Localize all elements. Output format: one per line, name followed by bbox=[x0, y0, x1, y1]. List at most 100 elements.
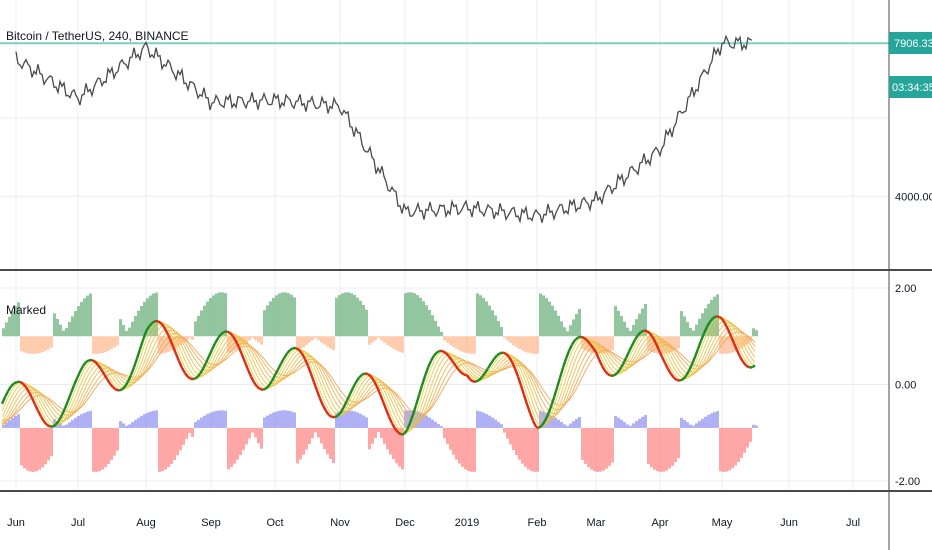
oscillator-segment bbox=[328, 414, 333, 419]
neg-histogram-bar bbox=[650, 336, 653, 352]
neg-histogram-bar bbox=[737, 336, 740, 350]
red-histogram-bar bbox=[668, 427, 671, 469]
blue-histogram-bar bbox=[566, 425, 569, 428]
x-tick-label: Dec bbox=[395, 517, 415, 529]
neg-histogram-bar bbox=[110, 336, 113, 350]
oscillator-segment bbox=[321, 404, 328, 412]
red-histogram-bar bbox=[659, 427, 662, 472]
oscillator-segment bbox=[390, 422, 397, 430]
neg-histogram-bar bbox=[530, 336, 533, 354]
pos-histogram-bar bbox=[689, 327, 692, 337]
blue-histogram-bar bbox=[197, 419, 200, 428]
pos-histogram-bar bbox=[338, 295, 341, 337]
blue-histogram-bar bbox=[278, 410, 281, 428]
red-histogram-bar bbox=[332, 427, 335, 464]
oscillator-segment bbox=[273, 368, 280, 376]
oscillator-segment bbox=[604, 370, 609, 376]
neg-histogram-bar bbox=[740, 336, 743, 349]
red-histogram-bar bbox=[746, 427, 749, 448]
blue-histogram-bar bbox=[716, 411, 719, 428]
oscillator-segment bbox=[618, 363, 625, 370]
red-histogram-bar bbox=[239, 427, 242, 456]
red-histogram-bar bbox=[26, 427, 29, 471]
blue-histogram-bar bbox=[572, 421, 575, 428]
pos-histogram-bar bbox=[89, 293, 92, 337]
oscillator-segment bbox=[616, 368, 621, 374]
osc-tick-label: -2.00 bbox=[895, 476, 920, 488]
blue-histogram-bar bbox=[11, 417, 14, 428]
oscillator-segment bbox=[234, 340, 241, 349]
blue-histogram-bar bbox=[71, 419, 74, 428]
red-histogram-bar bbox=[743, 427, 746, 453]
oscillator-segment bbox=[469, 378, 474, 383]
x-tick-label: Aug bbox=[136, 517, 156, 529]
oscillator-segment bbox=[151, 320, 156, 325]
blue-histogram-bar bbox=[341, 410, 344, 428]
pos-histogram-bar bbox=[551, 305, 554, 337]
oscillator-segment bbox=[3, 390, 10, 398]
blue-histogram-bar bbox=[200, 417, 203, 428]
red-histogram-bar bbox=[677, 427, 680, 458]
x-tick-label: Feb bbox=[528, 517, 547, 529]
blue-histogram-bar bbox=[206, 414, 209, 428]
neg-histogram-bar bbox=[314, 336, 317, 338]
red-histogram-bar bbox=[449, 427, 452, 450]
neg-histogram-bar bbox=[257, 336, 260, 343]
blue-histogram-bar bbox=[644, 415, 647, 428]
oscillator-segment bbox=[583, 336, 588, 342]
oscillator-segment bbox=[637, 331, 642, 336]
oscillator-segment bbox=[243, 361, 250, 371]
neg-histogram-bar bbox=[302, 336, 305, 347]
neg-histogram-bar bbox=[254, 336, 257, 340]
oscillator-segment bbox=[549, 397, 556, 408]
pos-histogram-bar bbox=[620, 316, 623, 337]
blue-histogram-bar bbox=[125, 425, 128, 428]
blue-histogram-bar bbox=[578, 416, 581, 428]
oscillator-segment bbox=[33, 403, 40, 412]
oscillator-segment bbox=[729, 335, 736, 344]
oscillator-segment bbox=[693, 348, 700, 358]
pos-histogram-bar bbox=[437, 326, 440, 337]
blue-histogram-bar bbox=[620, 419, 623, 428]
x-tick-label: 2019 bbox=[455, 517, 479, 529]
red-histogram-bar bbox=[107, 427, 110, 465]
pos-histogram-bar bbox=[575, 313, 578, 337]
oscillator-segment bbox=[217, 333, 222, 339]
red-histogram-bar bbox=[371, 427, 374, 444]
pos-histogram-bar bbox=[497, 321, 500, 337]
neg-histogram-bar bbox=[26, 336, 29, 354]
red-histogram-bar bbox=[245, 427, 248, 445]
oscillator-segment bbox=[325, 410, 330, 416]
blue-histogram-bar bbox=[497, 421, 500, 428]
x-tick-label: Mar bbox=[587, 517, 606, 529]
red-histogram-bar bbox=[674, 427, 677, 463]
blue-histogram-bar bbox=[563, 424, 566, 428]
blue-histogram-bar bbox=[569, 423, 572, 428]
neg-histogram-bar bbox=[374, 336, 377, 341]
pos-histogram-bar bbox=[149, 295, 152, 337]
red-histogram-bar bbox=[308, 427, 311, 445]
oscillator-segment bbox=[30, 397, 37, 405]
oscillator-segment bbox=[174, 353, 181, 362]
neg-histogram-bar bbox=[533, 336, 536, 354]
neg-histogram-bar bbox=[449, 336, 452, 345]
oscillator-segment bbox=[751, 364, 756, 369]
red-histogram-bar bbox=[467, 427, 470, 472]
oscillator-segment bbox=[445, 352, 450, 358]
countdown-badge-text: 03:34:35 bbox=[892, 82, 932, 94]
blue-histogram-bar bbox=[686, 422, 689, 428]
neg-histogram-bar bbox=[401, 336, 404, 353]
oscillator-segment bbox=[249, 375, 256, 383]
neg-histogram-bar bbox=[245, 336, 248, 343]
oscillator-segment bbox=[516, 376, 523, 386]
oscillator-segment bbox=[165, 331, 172, 340]
pos-histogram-bar bbox=[545, 298, 548, 337]
oscillator-segment bbox=[231, 335, 238, 342]
neg-histogram-bar bbox=[116, 336, 119, 346]
countdown-badge-bg bbox=[889, 76, 932, 98]
pos-histogram-bar bbox=[476, 293, 479, 337]
blue-histogram-bar bbox=[641, 416, 644, 428]
oscillator-segment bbox=[318, 398, 325, 406]
blue-histogram-bar bbox=[83, 412, 86, 428]
pos-histogram-bar bbox=[341, 293, 344, 337]
